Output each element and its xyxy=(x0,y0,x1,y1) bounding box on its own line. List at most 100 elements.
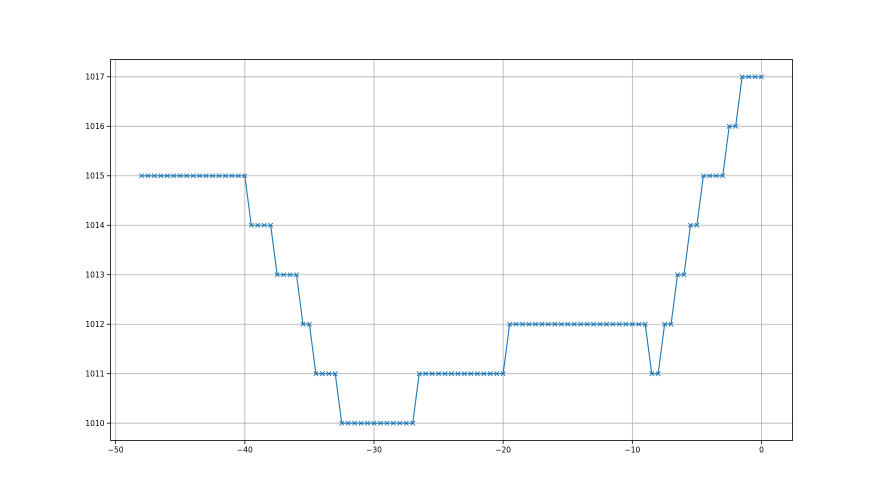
data-point-marker xyxy=(474,371,480,377)
data-point-marker xyxy=(448,371,455,377)
data-point-marker xyxy=(274,272,280,278)
y-tick-label: 1017 xyxy=(85,73,104,82)
data-point-marker xyxy=(293,272,300,278)
data-point-marker xyxy=(610,321,616,327)
data-point-marker xyxy=(313,371,319,377)
data-point-marker xyxy=(558,321,564,327)
y-tick-label: 1015 xyxy=(85,171,104,180)
data-point-marker xyxy=(390,420,396,426)
data-point-marker xyxy=(526,321,532,327)
series-line xyxy=(138,74,765,426)
data-point-marker xyxy=(720,173,726,179)
data-point-marker xyxy=(203,173,209,179)
data-point-marker xyxy=(642,321,648,327)
data-point-marker xyxy=(507,321,513,327)
data-point-marker xyxy=(319,371,325,377)
data-point-marker xyxy=(255,222,261,228)
data-point-marker xyxy=(565,321,571,327)
x-tick-label: −40 xyxy=(237,446,253,455)
data-point-marker xyxy=(242,173,248,179)
data-point-marker xyxy=(552,321,558,327)
data-point-marker xyxy=(487,371,493,377)
data-point-marker xyxy=(455,371,461,377)
data-point-marker xyxy=(700,173,706,179)
data-point-marker xyxy=(377,420,383,426)
data-point-marker xyxy=(429,371,435,377)
data-point-marker xyxy=(468,371,474,377)
data-point-marker xyxy=(597,321,603,327)
y-tick-label: 1016 xyxy=(85,122,104,131)
data-point-marker xyxy=(410,420,416,426)
data-point-marker xyxy=(197,173,203,179)
data-point-marker xyxy=(403,420,409,426)
data-point-marker xyxy=(235,173,241,179)
data-point-marker xyxy=(248,222,254,228)
y-axis: 1010 1011 1012 1013 1014 1015 1016 1017 xyxy=(85,73,111,428)
data-point-marker xyxy=(675,272,681,278)
data-point-marker xyxy=(216,173,222,179)
grid xyxy=(110,59,793,441)
data-point-marker xyxy=(616,321,622,327)
data-point-marker xyxy=(158,173,164,179)
data-point-marker xyxy=(707,173,713,179)
y-tick-label: 1014 xyxy=(85,221,104,230)
data-point-marker xyxy=(345,420,351,426)
data-point-marker xyxy=(326,371,332,377)
data-point-marker xyxy=(190,173,196,179)
data-point-marker xyxy=(571,321,577,327)
x-tick-label: −20 xyxy=(495,446,511,455)
data-point-marker xyxy=(352,420,358,426)
data-point-marker xyxy=(365,420,371,426)
y-tick-label: 1011 xyxy=(85,369,104,378)
y-tick-label: 1012 xyxy=(85,320,104,329)
data-point-marker xyxy=(655,371,661,377)
data-point-marker xyxy=(442,371,448,377)
x-axis: −50 −40 −30 −20 −10 0 xyxy=(108,440,764,455)
data-point-marker xyxy=(513,321,519,327)
data-point-marker xyxy=(261,222,267,228)
data-point-marker xyxy=(532,321,538,327)
data-point-marker xyxy=(494,371,500,377)
data-point-marker xyxy=(287,272,293,278)
data-point-marker xyxy=(520,321,526,327)
data-point-marker xyxy=(300,321,306,327)
data-point-marker xyxy=(138,173,145,179)
data-point-marker xyxy=(713,173,719,179)
data-point-marker xyxy=(436,371,442,377)
data-point-marker xyxy=(229,173,235,179)
data-point-marker xyxy=(210,173,216,179)
data-point-marker xyxy=(591,321,597,327)
x-tick-label: 0 xyxy=(759,446,764,455)
data-point-marker xyxy=(177,173,183,179)
data-point-marker xyxy=(184,173,190,179)
data-point-marker xyxy=(668,321,674,327)
data-point-marker xyxy=(339,420,345,426)
data-point-marker xyxy=(306,321,312,327)
data-point-marker xyxy=(687,222,693,228)
data-point-marker xyxy=(733,123,739,129)
data-line xyxy=(141,76,762,424)
data-point-marker xyxy=(145,173,151,179)
data-point-marker xyxy=(423,371,429,377)
data-point-marker xyxy=(281,272,287,278)
data-point-marker xyxy=(603,321,610,327)
data-point-marker xyxy=(649,371,655,377)
data-point-marker xyxy=(539,321,545,327)
data-point-marker xyxy=(694,222,700,228)
data-point-marker xyxy=(481,371,487,377)
data-point-marker xyxy=(629,321,635,327)
data-point-marker xyxy=(164,173,170,179)
data-point-marker xyxy=(662,321,668,327)
plot-frame xyxy=(110,59,793,441)
data-point-marker xyxy=(222,173,228,179)
data-point-marker xyxy=(578,321,584,327)
x-tick-label: −10 xyxy=(624,446,640,455)
y-tick-label: 1013 xyxy=(85,270,104,279)
data-point-marker xyxy=(681,272,687,278)
data-point-marker xyxy=(358,420,364,426)
data-point-marker xyxy=(151,173,157,179)
x-tick-label: −30 xyxy=(366,446,382,455)
data-point-marker xyxy=(461,371,467,377)
data-point-marker xyxy=(746,74,752,80)
